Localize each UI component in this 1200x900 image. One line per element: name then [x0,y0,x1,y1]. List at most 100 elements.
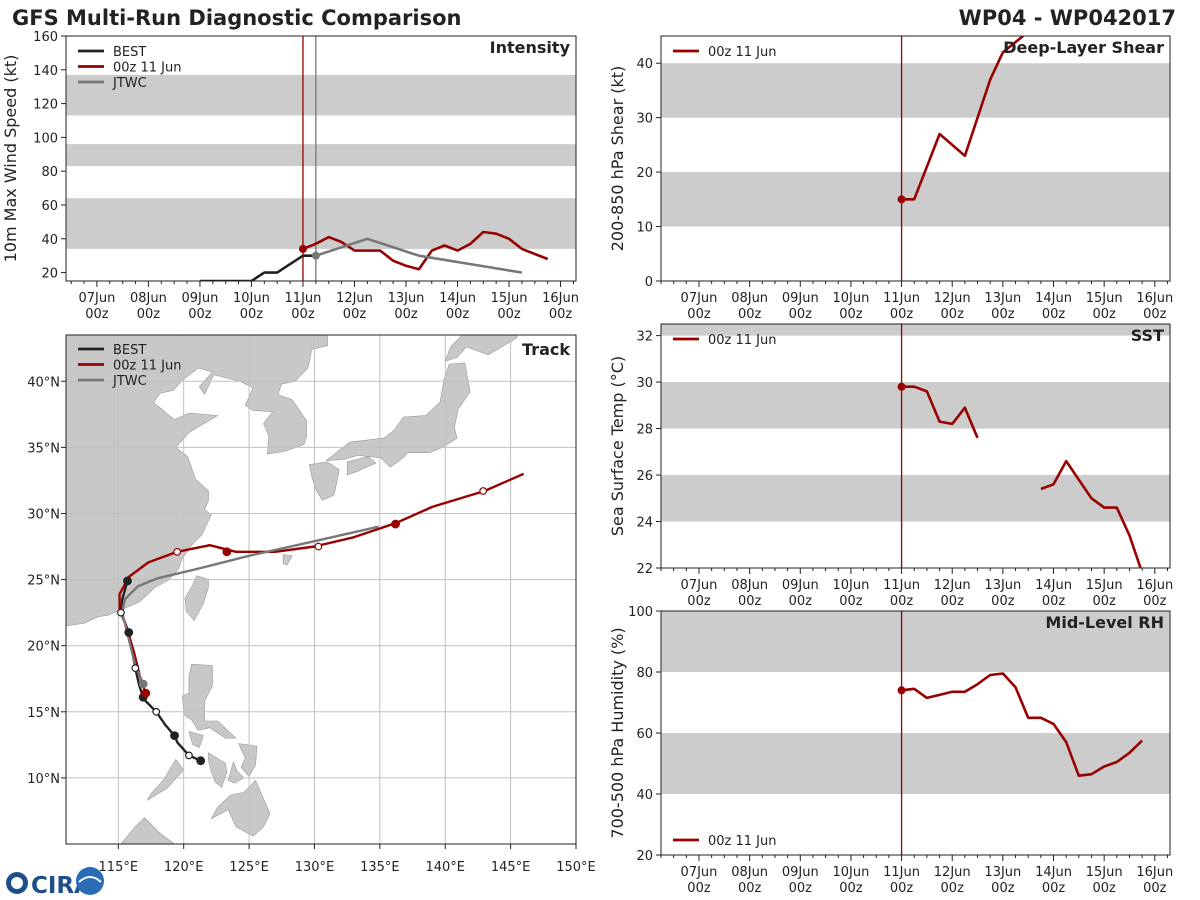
rh-xtick-hour: 00z [991,881,1015,896]
sst-xtick-day: 08Jun [731,578,768,593]
land-okinawa [282,554,293,566]
track-legend-label: BEST [113,343,146,358]
intensity-ylabel: 10m Max Wind Speed (kt) [1,55,20,263]
sst-xtick-day: 16Jun [1136,578,1173,593]
intensity-panel: 2040608010012014016007Jun00z08Jun00z09Ju… [1,30,579,322]
track-ytick-label: 15°N [27,706,60,721]
land-panay-negros [208,752,228,788]
intensity-legend-label: 00z 11 Jun [113,61,182,76]
shear-ytick-label: 10 [636,221,653,236]
shear-xtick-hour: 00z [1092,307,1116,322]
shear-xtick-day: 07Jun [681,291,718,306]
intensity-xtick-day: 16Jun [542,291,579,306]
track-marker [124,628,134,637]
intensity-legend-label: BEST [113,45,146,60]
land-taiwan [184,575,209,622]
sst-xtick-hour: 00z [839,594,863,609]
intensity-marker [298,244,307,253]
track-marker [141,688,151,698]
track-xtick-label: 125°E [229,860,269,875]
sst-marker [897,382,906,391]
track-marker [170,731,179,740]
sst-ytick-label: 28 [636,423,653,438]
rh-xtick-day: 07Jun [681,865,718,880]
track-xtick-label: 140°E [425,860,465,875]
land-kyushu [308,461,340,501]
intensity-xtick-day: 13Jun [388,291,425,306]
logo-globe-core [11,877,23,889]
intensity-xtick-hour: 00z [446,307,470,322]
shear-ytick-label: 20 [636,166,653,181]
rh-xtick-hour: 00z [687,881,711,896]
sst-band [661,382,1170,429]
intensity-band [66,144,576,167]
shear-xtick-day: 08Jun [731,291,768,306]
rh-xtick-day: 08Jun [731,865,768,880]
shear-xtick-day: 13Jun [984,291,1021,306]
rh-xtick-hour: 00z [789,881,813,896]
shear-marker [897,195,906,204]
track-panel: 115°E 120°E 125°E 130°E 135°E 140°E 145°E 150°E… [27,334,596,875]
track-map-group [66,335,576,844]
rh-xtick-hour: 00z [1092,881,1116,896]
rh-xtick-day: 11Jun [883,865,920,880]
intensity-xtick-day: 07Jun [78,291,115,306]
shear-xtick-hour: 00z [1042,307,1066,322]
track-marker [222,547,232,557]
track-ytick-label: 10°N [27,772,60,787]
figure-title: GFS Multi-Run Diagnostic Comparison [12,6,461,30]
cira-logo: CIRA [6,867,104,899]
shear-series-group [901,36,1024,201]
intensity-xtick-hour: 00z [240,307,264,322]
shear-xtick-hour: 00z [738,307,762,322]
sst-ytick-label: 22 [636,562,653,577]
shear-xtick-day: 16Jun [1136,291,1173,306]
track-xtick-label: 135°E [360,860,400,875]
rh-xtick-hour: 00z [1143,881,1167,896]
track-marker [138,679,148,689]
intensity-ytick-label: 60 [41,199,58,214]
intensity-xtick-day: 14Jun [439,291,476,306]
intensity-series-00z-11-jun [302,230,549,271]
rh-legend-label: 00z 11 Jun [708,834,777,849]
track-ytick-label: 20°N [27,640,60,655]
land-honshu [325,362,471,468]
intensity-series-jtwc [315,237,523,274]
sst-ytick-label: 24 [636,516,653,531]
shear-xtick-hour: 00z [839,307,863,322]
rh-xtick-hour: 00z [738,881,762,896]
track-ytick-label: 25°N [27,574,60,589]
rh-xtick-hour: 00z [839,881,863,896]
track-frame [65,334,577,845]
shear-series-00z-11-jun [901,36,1024,201]
sst-xtick-day: 11Jun [883,578,920,593]
sst-xtick-hour: 00z [687,594,711,609]
sst-xtick-hour: 00z [789,594,813,609]
intensity-xtick-day: 09Jun [182,291,219,306]
track-marker [314,542,323,551]
intensity-marker [311,251,320,260]
intensity-series-best [199,254,316,281]
intensity-xtick-hour: 00z [85,307,109,322]
shear-xtick-hour: 00z [941,307,965,322]
rh-xtick-day: 12Jun [934,865,971,880]
sst-series-group [901,385,1142,568]
land-borneo [120,817,176,844]
rh-xtick-day: 13Jun [984,865,1021,880]
track-series-jtwc [120,525,379,685]
shear-panel: 01020304007Jun00z08Jun00z09Jun00z10Jun00… [608,35,1173,322]
shear-xtick-day: 09Jun [782,291,819,306]
intensity-ytick-label: 20 [41,267,58,282]
rh-band [661,611,1170,672]
intensity-xtick-hour: 00z [394,307,418,322]
sst-title: SST [1131,326,1164,345]
intensity-ytick-label: 160 [33,30,58,45]
sst-ytick-label: 32 [636,330,653,345]
sst-band [661,475,1170,522]
sst-xtick-day: 13Jun [984,578,1021,593]
rh-xtick-hour: 00z [1042,881,1066,896]
land-hokkaido [444,335,518,362]
land-mindoro [188,731,204,748]
sst-ytick-label: 26 [636,469,653,484]
sst-xtick-day: 15Jun [1086,578,1123,593]
